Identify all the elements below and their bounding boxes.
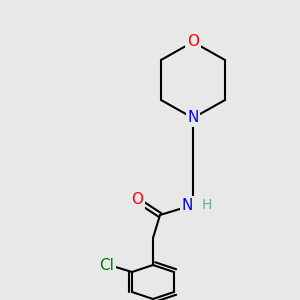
Text: O: O: [187, 34, 199, 50]
Text: H: H: [202, 198, 212, 212]
Text: Cl: Cl: [100, 257, 114, 272]
Text: N: N: [187, 110, 199, 125]
Text: N: N: [182, 197, 193, 212]
Text: O: O: [131, 193, 143, 208]
